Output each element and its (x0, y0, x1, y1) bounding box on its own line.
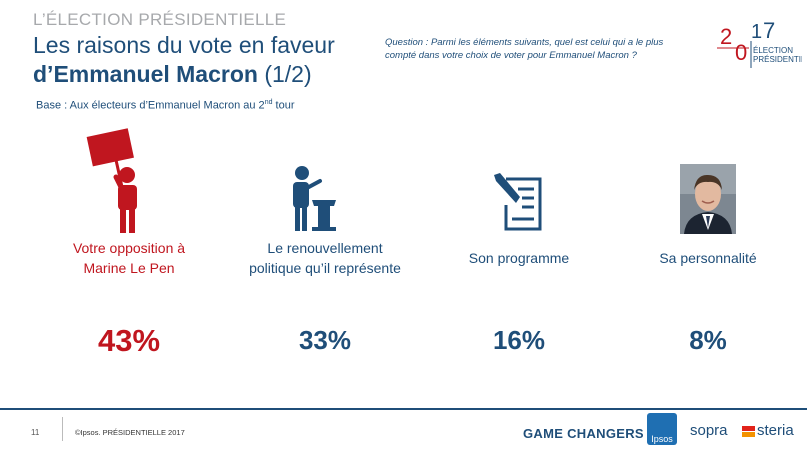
category-label-1: Votre opposition à Marine Le Pen (29, 238, 229, 278)
protester-sign-icon (86, 128, 137, 233)
election-2017-logo: 2 0 1 7 ÉLECTION PRÉSIDENTIELLE (717, 18, 802, 68)
value-label-3: 16% (492, 325, 546, 355)
steria-text: steria (757, 422, 794, 439)
logo-digit-0: 0 (735, 40, 747, 65)
portrait-icon (680, 164, 736, 234)
base-suffix: tour (272, 99, 295, 112)
category-label-3: Son programme (419, 248, 619, 268)
label-line: Marine Le Pen (83, 260, 175, 276)
game-changers-text: GAME CHANGERS (523, 426, 644, 441)
value-label-1: 43% (97, 323, 161, 358)
label-line: Le renouvellement (267, 240, 383, 256)
category-label-2: Le renouvellement politique qu’il représ… (225, 238, 425, 278)
footer-separator (62, 417, 63, 441)
value-label-4: 8% (689, 325, 727, 355)
logo-line2: PRÉSIDENTIELLE (753, 55, 802, 64)
logo-digit-1: 1 (751, 21, 762, 43)
sopra-text: sopra (690, 422, 728, 439)
title-bold: d’Emmanuel Macron (33, 61, 258, 87)
copyright-text: ©Ipsos. PRÉSIDENTIELLE 2017 (75, 428, 185, 437)
question-text: Question : Parmi les éléments suivants, … (385, 37, 664, 61)
ipsos-logo: Ipsos (647, 413, 677, 445)
label-line: politique qu’il représente (249, 260, 401, 276)
label-line: Son programme (468, 250, 570, 266)
base-prefix: Base : Aux électeurs d’Emmanuel Macron a… (36, 99, 265, 112)
speaker-podium-icon (293, 166, 336, 231)
page-title-line1: Les raisons du vote en faveur (33, 32, 335, 58)
logo-line1: ÉLECTION (753, 46, 793, 55)
base-sup: nd (264, 99, 273, 106)
logo-digit-7: 7 (763, 18, 775, 43)
kicker: L’ÉLECTION PRÉSIDENTIELLE (33, 10, 287, 29)
label-line: Votre opposition à (72, 240, 186, 256)
sopra-steria-mark-icon (742, 426, 755, 437)
document-pen-icon (494, 173, 542, 231)
category-label-4: Sa personnalité (608, 248, 807, 268)
page-title-line2: d’Emmanuel Macron (1/2) (33, 61, 312, 88)
logo-digit-2: 2 (720, 24, 732, 49)
title-rest: (1/2) (257, 61, 312, 87)
base-note: Base : Aux électeurs d’Emmanuel Macron a… (36, 99, 295, 112)
value-label-2: 33% (298, 325, 352, 355)
footer-divider (0, 408, 807, 410)
label-line: Sa personnalité (659, 250, 757, 266)
page-number: 11 (31, 428, 40, 437)
